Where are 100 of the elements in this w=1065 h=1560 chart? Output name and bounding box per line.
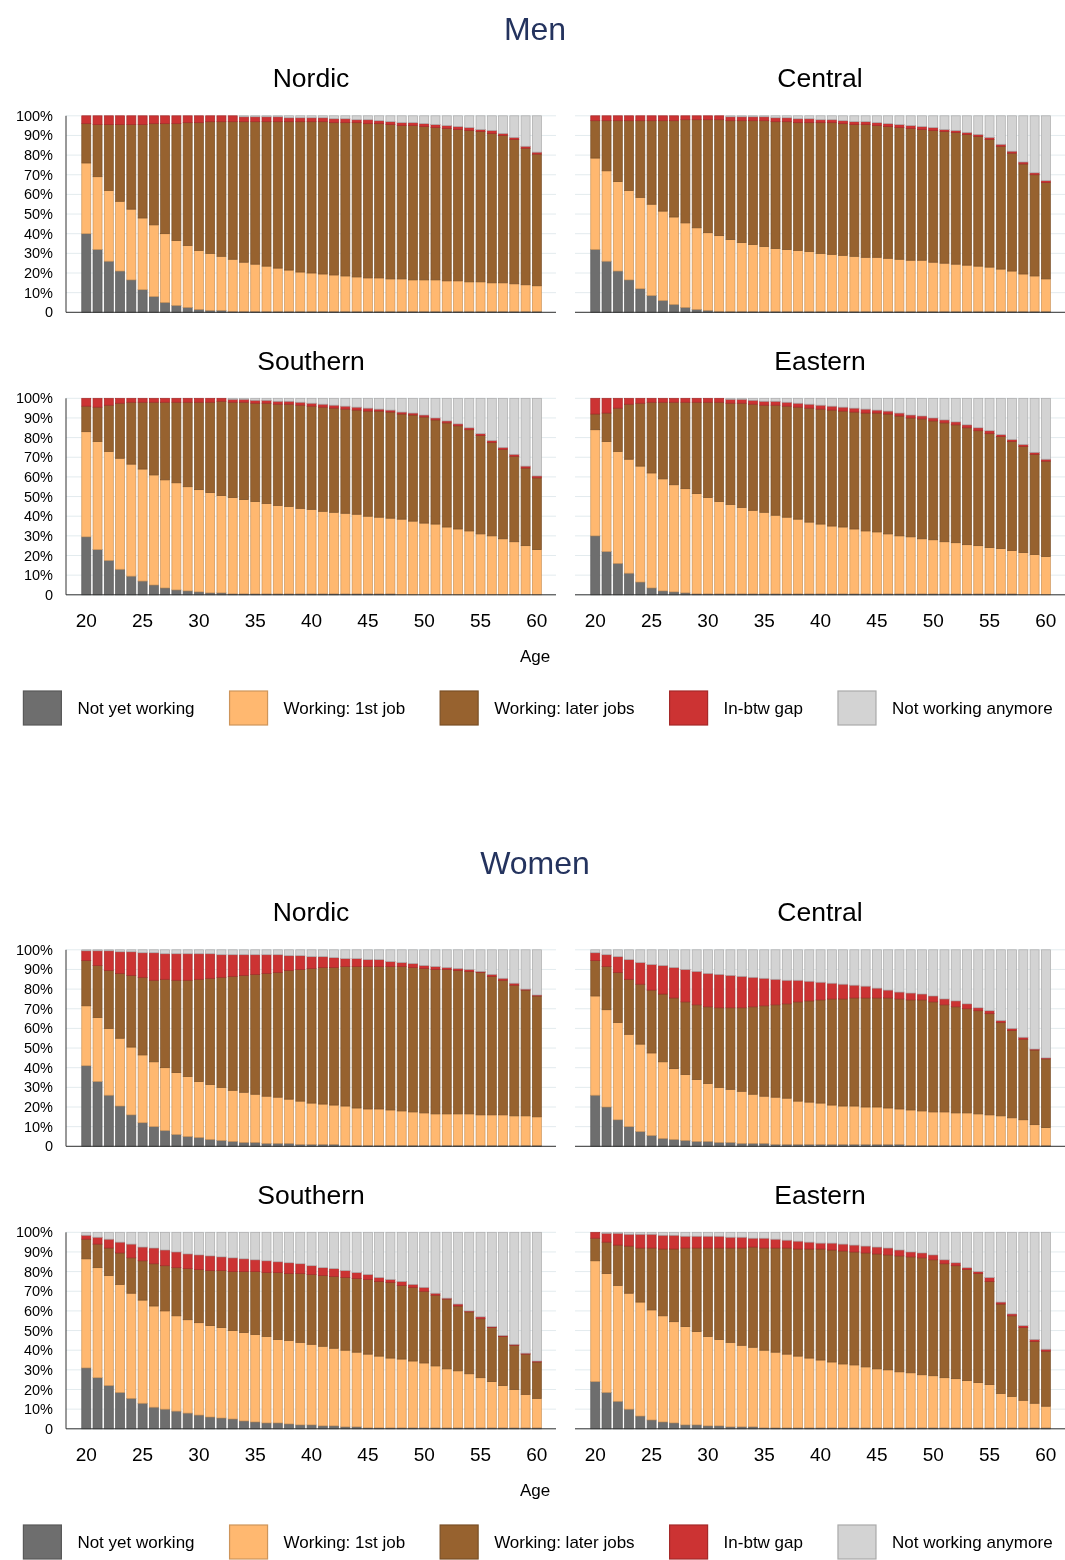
- x-tick-label: 30: [188, 610, 210, 631]
- y-tick-label: 30%: [23, 1361, 54, 1378]
- x-tick-label: 45: [357, 1444, 379, 1465]
- y-tick-label: 70%: [23, 166, 54, 183]
- y-tick-label: 100%: [15, 941, 54, 958]
- x-tick-label: 30: [188, 1444, 210, 1465]
- y-tick-label: 40%: [23, 1059, 54, 1076]
- x-tick-label: 20: [75, 1444, 97, 1465]
- text: Men: [503, 11, 567, 47]
- y-tick-label: 80%: [23, 147, 54, 164]
- y-tick-label: 70%: [23, 1283, 54, 1300]
- y-tick-label: 90%: [23, 127, 54, 144]
- y-tick-label: 50%: [23, 488, 54, 505]
- chart-title: Eastern: [774, 345, 866, 376]
- x-tick-label: 55: [469, 610, 492, 631]
- y-tick-label: 70%: [23, 1000, 54, 1017]
- y-tick-label: 80%: [23, 429, 54, 446]
- x-tick-label: 35: [753, 610, 775, 631]
- x-tick-label: 60: [526, 610, 548, 631]
- x-tick-label: 45: [357, 610, 379, 631]
- y-tick-label: 30%: [23, 245, 54, 262]
- chart-title: Nordic: [272, 897, 350, 927]
- x-tick-label: 45: [866, 1444, 888, 1465]
- legend-label: Not yet working: [77, 698, 195, 718]
- y-tick-label: 80%: [23, 981, 54, 998]
- x-tick-label: 55: [469, 1444, 492, 1465]
- text: Women: [480, 845, 590, 881]
- y-tick-label: 40%: [23, 1342, 54, 1359]
- x-tick-label: 25: [132, 610, 154, 631]
- y-tick-label: 60%: [23, 1020, 54, 1037]
- y-tick-label: 40%: [23, 225, 54, 242]
- y-tick-label: 0: [44, 1138, 53, 1155]
- x-tick-label: 55: [978, 610, 1001, 631]
- x-tick-label: 30: [697, 610, 719, 631]
- chart-title: Eastern: [774, 1179, 866, 1210]
- y-tick-label: 30%: [23, 1079, 54, 1096]
- y-tick-label: 60%: [23, 186, 54, 203]
- x-tick-label: 50: [413, 1444, 435, 1465]
- legend-label: Working: later jobs: [494, 1532, 635, 1552]
- y-tick-label: 90%: [23, 961, 54, 978]
- y-tick-label: 20%: [23, 1381, 54, 1398]
- y-tick-label: 10%: [23, 567, 54, 584]
- y-tick-label: 20%: [23, 1099, 54, 1115]
- chart-title: Southern: [257, 1179, 365, 1210]
- y-tick-label: 40%: [23, 508, 54, 525]
- x-tick-label: 60: [526, 1444, 548, 1465]
- x-tick-label: 20: [584, 1444, 606, 1465]
- legend-label: Not yet working: [77, 1532, 195, 1552]
- y-tick-label: 60%: [23, 468, 54, 485]
- x-tick-label: 30: [697, 1444, 719, 1465]
- x-tick-label: 40: [300, 610, 323, 631]
- y-tick-label: 100%: [15, 1224, 54, 1241]
- legend-label: Working: 1st job: [283, 1532, 406, 1552]
- legend-label: In-btw gap: [723, 1532, 803, 1552]
- y-tick-label: 0: [44, 586, 53, 603]
- x-tick-label: 40: [300, 1444, 323, 1465]
- x-tick-label: 55: [978, 1444, 1001, 1465]
- legend-label: Working: later jobs: [494, 698, 635, 718]
- x-tick-label: 40: [809, 610, 832, 631]
- legend-label: In-btw gap: [723, 698, 803, 718]
- y-tick-label: 70%: [23, 449, 54, 466]
- y-tick-label: 80%: [23, 1263, 54, 1280]
- y-tick-label: 0: [44, 1420, 53, 1437]
- y-tick-label: 50%: [23, 206, 54, 223]
- x-axis-title: Age: [519, 1480, 551, 1500]
- y-tick-label: 50%: [23, 1040, 54, 1057]
- x-tick-label: 35: [244, 1444, 266, 1465]
- x-tick-label: 40: [809, 1444, 832, 1465]
- x-tick-label: 20: [75, 610, 97, 631]
- y-tick-label: 10%: [23, 1118, 54, 1135]
- chart-title: Central: [777, 63, 863, 93]
- y-tick-label: 100%: [15, 390, 54, 407]
- y-tick-label: 90%: [23, 409, 54, 426]
- legend-label: Not working anymore: [891, 1532, 1053, 1552]
- x-tick-label: 25: [132, 1444, 154, 1465]
- y-tick-label: 10%: [23, 284, 54, 301]
- y-tick-label: 100%: [15, 107, 54, 124]
- y-tick-label: 10%: [23, 1401, 54, 1418]
- x-axis-title: Age: [519, 646, 551, 666]
- chart-title: Southern: [257, 345, 365, 376]
- chart-title: Nordic: [272, 63, 350, 93]
- y-tick-label: 30%: [23, 527, 54, 544]
- x-tick-label: 50: [922, 610, 944, 631]
- x-tick-label: 50: [922, 1444, 944, 1465]
- x-tick-label: 25: [641, 1444, 663, 1465]
- legend-label: Working: 1st job: [283, 698, 406, 718]
- chart-title: Central: [777, 897, 863, 927]
- y-tick-label: 0: [44, 304, 53, 321]
- x-tick-label: 35: [753, 1444, 775, 1465]
- legend-label: Not working anymore: [891, 698, 1053, 718]
- x-tick-label: 35: [244, 610, 266, 631]
- x-tick-label: 50: [413, 610, 435, 631]
- y-tick-label: 60%: [23, 1302, 54, 1319]
- y-tick-label: 50%: [23, 1322, 54, 1339]
- x-tick-label: 60: [1035, 1444, 1057, 1465]
- x-tick-label: 20: [584, 610, 606, 631]
- y-tick-label: 20%: [23, 265, 54, 281]
- y-tick-label: 20%: [23, 547, 54, 564]
- x-tick-label: 25: [641, 610, 663, 631]
- x-tick-label: 60: [1035, 610, 1057, 631]
